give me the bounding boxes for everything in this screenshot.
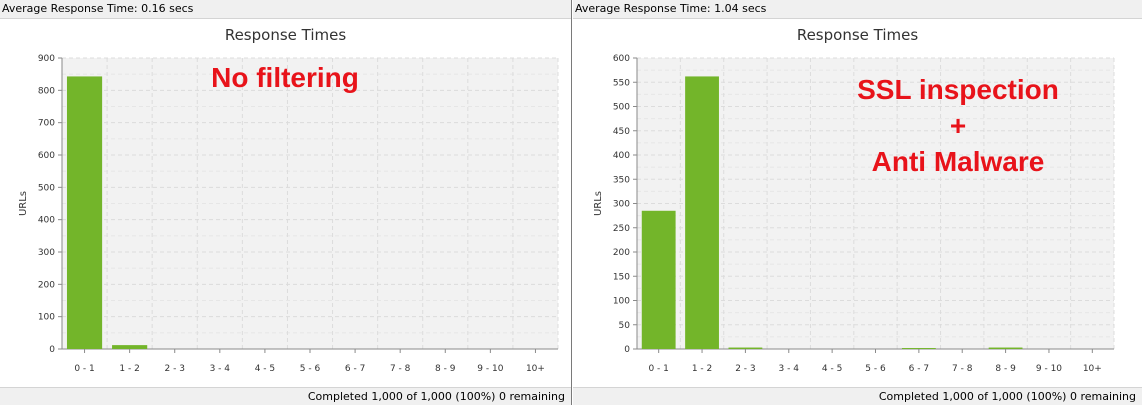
bar: [728, 347, 763, 349]
status-bar: Completed 1,000 of 1,000 (100%) 0 remain…: [0, 387, 571, 405]
overlay-line: SSL inspection: [857, 74, 1059, 105]
x-tick-label: 7 - 8: [952, 364, 973, 374]
x-tick-label: 5 - 6: [865, 364, 886, 374]
y-tick-label: 350: [613, 175, 630, 185]
x-tick-label: 0 - 1: [648, 364, 668, 374]
x-tick-label: 4 - 5: [822, 364, 842, 374]
x-tick-label: 10+: [526, 364, 545, 374]
left-chart-panel: Average Response Time: 0.16 secs Respons…: [0, 0, 572, 405]
y-tick-label: 0: [49, 345, 55, 355]
x-tick-label: 9 - 10: [477, 364, 503, 374]
average-response-time-label: Average Response Time: 0.16 secs: [0, 0, 571, 19]
y-tick-label: 500: [613, 103, 630, 113]
bar: [641, 210, 676, 349]
y-tick-label: 600: [613, 54, 630, 64]
y-tick-label: 0: [624, 345, 630, 355]
overlay-line: +: [949, 110, 967, 141]
bar: [112, 345, 148, 349]
y-tick-label: 250: [613, 224, 630, 234]
bar: [901, 348, 936, 349]
y-tick-label: 200: [613, 248, 630, 258]
x-tick-label: 8 - 9: [995, 364, 1016, 374]
y-tick-label: 700: [38, 119, 55, 129]
y-tick-label: 900: [38, 54, 55, 64]
y-tick-label: 300: [613, 200, 630, 210]
y-tick-label: 150: [613, 272, 630, 282]
x-tick-label: 1 - 2: [119, 364, 139, 374]
overlay-line: Anti Malware: [871, 146, 1045, 177]
y-tick-label: 100: [38, 313, 55, 323]
average-response-time-label: Average Response Time: 1.04 secs: [573, 0, 1142, 19]
x-tick-label: 5 - 6: [300, 364, 321, 374]
y-axis-label: URLs: [18, 191, 29, 216]
y-tick-label: 500: [38, 183, 55, 193]
y-tick-label: 600: [38, 151, 55, 161]
bar: [988, 347, 1023, 349]
x-tick-label: 6 - 7: [909, 364, 929, 374]
y-tick-label: 100: [613, 297, 630, 307]
y-tick-label: 800: [38, 86, 55, 96]
x-tick-label: 8 - 9: [435, 364, 456, 374]
x-tick-label: 9 - 10: [1036, 364, 1062, 374]
overlay-annotation: SSL inspection + Anti Malware: [818, 72, 1098, 180]
y-tick-label: 450: [613, 127, 630, 137]
x-tick-label: 6 - 7: [345, 364, 365, 374]
y-tick-label: 400: [613, 151, 630, 161]
bar: [66, 76, 103, 350]
x-tick-label: 2 - 3: [735, 364, 755, 374]
chart-title: Response Times: [224, 26, 347, 44]
y-tick-label: 300: [38, 248, 55, 258]
x-tick-label: 2 - 3: [165, 364, 185, 374]
y-tick-label: 400: [38, 216, 55, 226]
x-tick-label: 3 - 4: [210, 364, 231, 374]
status-bar: Completed 1,000 of 1,000 (100%) 0 remain…: [573, 387, 1142, 405]
x-tick-label: 10+: [1083, 364, 1102, 374]
response-times-chart: 0 100 200 300 400 500 600 700 800 900 0 - 1 1 - 2 2 …: [18, 54, 559, 374]
y-axis-label: URLs: [593, 191, 604, 216]
right-chart-panel: Average Response Time: 1.04 secs Respons…: [573, 0, 1142, 405]
x-tick-label: 3 - 4: [779, 364, 800, 374]
x-tick-label: 0 - 1: [74, 364, 94, 374]
x-tick-label: 1 - 2: [692, 364, 712, 374]
response-times-chart: 0 50 100 150 200 250 300 350 400 450 500 550 600 0 - …: [593, 54, 1115, 374]
x-tick-label: 4 - 5: [255, 364, 275, 374]
y-tick-label: 200: [38, 280, 55, 290]
chart-title: Response Times: [796, 26, 919, 44]
bar: [685, 76, 719, 350]
y-tick-label: 550: [613, 78, 630, 88]
y-tick-label: 50: [619, 321, 631, 331]
overlay-line: No filtering: [211, 62, 359, 93]
overlay-annotation: No filtering: [180, 60, 390, 96]
x-tick-label: 7 - 8: [390, 364, 411, 374]
